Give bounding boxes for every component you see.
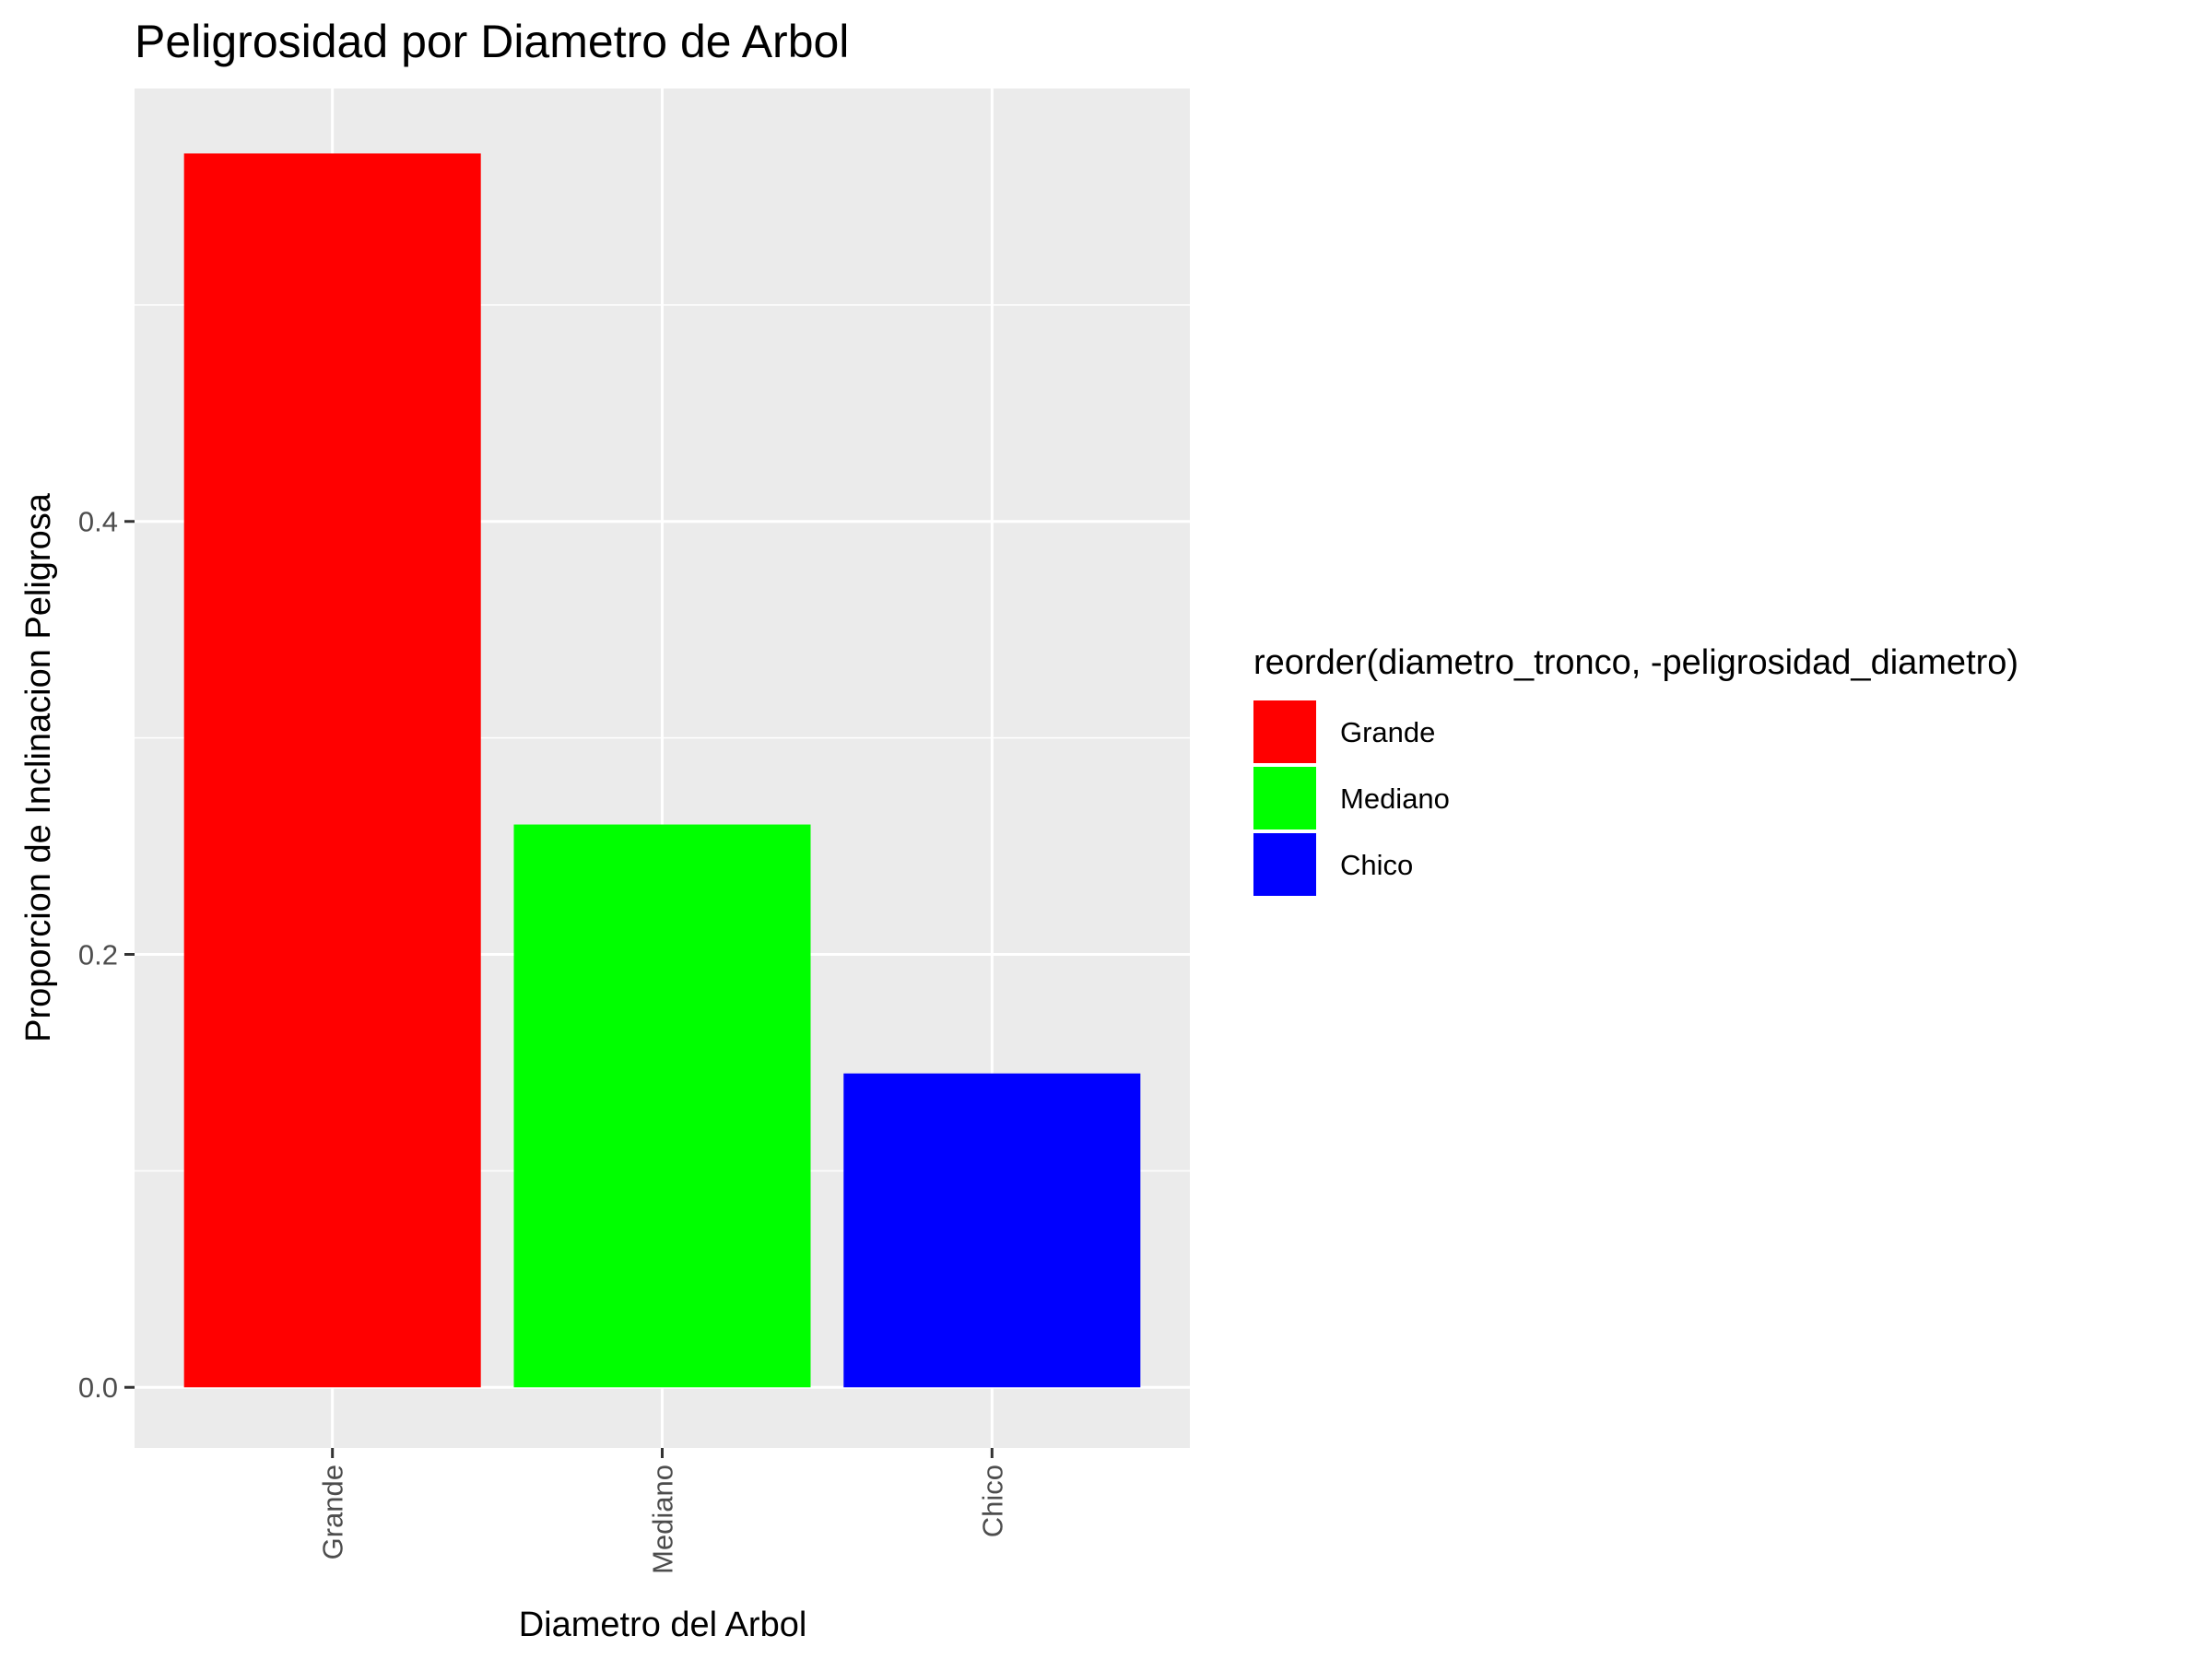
- bars-group: [183, 153, 1141, 1388]
- legend-key-mediano: [1253, 767, 1316, 830]
- chart-title: Peligrosidad por Diametro de Arbol: [135, 16, 849, 67]
- x-tick-label: Chico: [976, 1465, 1008, 1537]
- y-axis-title: Proporcion de Inclinacion Peligrosa: [19, 492, 58, 1042]
- x-tick-label: Mediano: [647, 1465, 679, 1574]
- legend-key-chico: [1253, 833, 1316, 896]
- legend: reorder(diametro_tronco, -peligrosidad_d…: [1253, 643, 2018, 896]
- legend-label-chico: Chico: [1340, 849, 1413, 881]
- bar-grande: [183, 153, 481, 1388]
- y-tick-label: 0.4: [78, 506, 118, 538]
- legend-entries: Grande Mediano Chico: [1253, 700, 1450, 896]
- legend-label-grande: Grande: [1340, 716, 1435, 748]
- legend-key-grande: [1253, 700, 1316, 763]
- bar-chico: [843, 1073, 1141, 1388]
- x-axis: Grande Mediano Chico: [317, 1448, 1008, 1574]
- y-axis: 0.0 0.2 0.4: [78, 506, 135, 1404]
- x-tick-label: Grande: [317, 1465, 349, 1559]
- y-tick-label: 0.0: [78, 1371, 118, 1404]
- y-tick-label: 0.2: [78, 938, 118, 971]
- x-axis-title: Diametro del Arbol: [519, 1606, 807, 1644]
- legend-label-mediano: Mediano: [1340, 782, 1450, 815]
- legend-title: reorder(diametro_tronco, -peligrosidad_d…: [1253, 643, 2018, 682]
- bar-mediano: [513, 824, 811, 1388]
